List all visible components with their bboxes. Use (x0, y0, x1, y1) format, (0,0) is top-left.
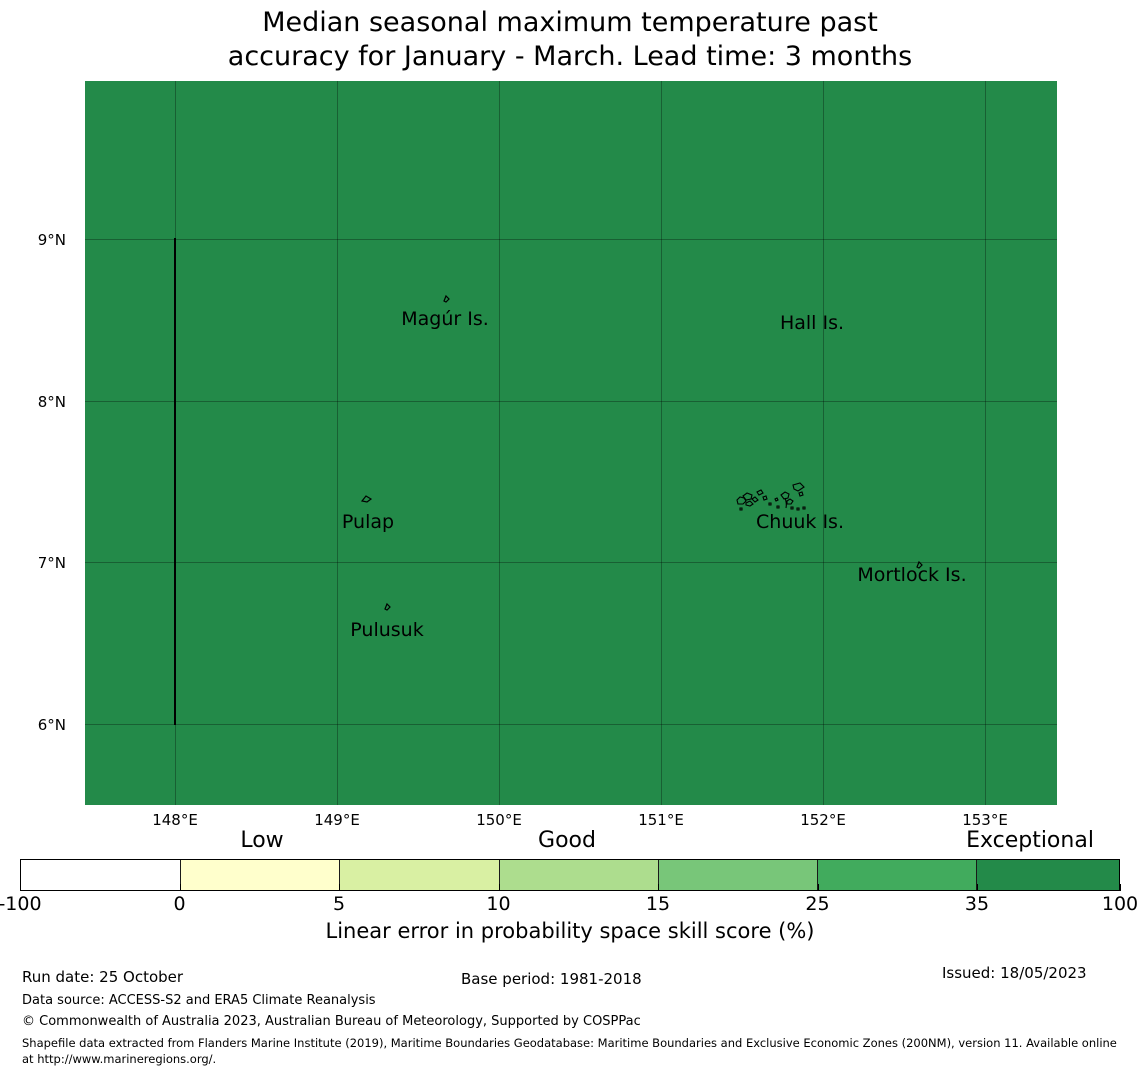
ytick-9n: 9°N (37, 231, 66, 249)
colorbar-tickmark (179, 884, 181, 891)
footer-run-date: Run date: 25 October (22, 968, 184, 986)
colorbar-tick-5: 5 (332, 893, 346, 915)
gridline-horizontal (85, 562, 1057, 563)
pulap-island-shape (360, 495, 373, 503)
island-label-magur: Magúr Is. (401, 308, 489, 330)
colorbar-tick-15: 15 (645, 893, 671, 915)
island-label-mortlock: Mortlock Is. (857, 564, 967, 586)
colorbar-tick-row: -100 0 5 10 15 25 35 100 (0, 884, 1140, 917)
colorbar-tickmark (817, 884, 819, 891)
colorbar-category-low: Low (240, 828, 284, 853)
colorbar-tick-10: 10 (486, 893, 511, 915)
footer-copyright: © Commonwealth of Australia 2023, Austra… (22, 1014, 641, 1029)
colorbar-tick-35: 35 (964, 893, 990, 915)
gridline-horizontal (85, 401, 1057, 402)
colorbar-tickmark (977, 884, 978, 891)
colorbar-segment-2 (339, 860, 499, 890)
island-label-hall: Hall Is. (779, 312, 845, 334)
colorbar (20, 859, 1120, 891)
colorbar-segment-6 (976, 860, 1119, 890)
colorbar-tick-100: 100 (1101, 893, 1139, 915)
footer-data-source: Data source: ACCESS-S2 and ERA5 Climate … (22, 993, 376, 1008)
page-title: Median seasonal maximum temperature past… (227, 7, 913, 72)
colorbar-segment-1 (180, 860, 340, 890)
xtick-150e: 150°E (476, 811, 522, 829)
colorbar-segment-0 (21, 860, 181, 890)
gridline-horizontal (85, 239, 1057, 240)
mortlock-island-shape (916, 560, 923, 569)
footer-base-period: Base period: 1981-2018 (461, 970, 642, 988)
colorbar-tick-25: 25 (805, 893, 830, 915)
gridline-horizontal (85, 724, 1057, 725)
island-label-chuuk: Chuuk Is. (756, 511, 844, 533)
magur-island-shape (443, 294, 450, 303)
island-label-pulusuk: Pulusuk (350, 619, 424, 641)
eez-boundary-line (174, 238, 176, 725)
xtick-149e: 149°E (314, 811, 360, 829)
colorbar-tickmark (1120, 884, 1121, 891)
island-label-pulap: Pulap (341, 511, 395, 533)
gridline-vertical (985, 81, 986, 805)
ytick-8n: 8°N (37, 393, 66, 411)
ytick-7n: 7°N (37, 554, 66, 572)
map-plot-area: Magúr Is. Hall Is. Pulap Chuuk Is. Mortl… (85, 81, 1057, 805)
colorbar-category-exceptional: Exceptional (966, 828, 1094, 853)
pulusuk-island-shape (384, 602, 391, 611)
chuuk-island-shapes (736, 482, 806, 511)
colorbar-tickmark (498, 884, 500, 891)
footer-issued: Issued: 18/05/2023 (942, 964, 1087, 982)
colorbar-axis-label: Linear error in probability space skill … (325, 919, 815, 943)
colorbar-tickmark (658, 884, 659, 891)
xtick-151e: 151°E (638, 811, 684, 829)
ytick-6n: 6°N (37, 716, 66, 734)
xtick-148e: 148°E (152, 811, 198, 829)
colorbar-tickmark (339, 884, 340, 891)
gridline-vertical (499, 81, 500, 805)
colorbar-category-row: Low Good Exceptional (0, 828, 1140, 854)
colorbar-tick-neg100: -100 (0, 893, 42, 915)
xtick-153e: 153°E (962, 811, 1008, 829)
xtick-152e: 152°E (800, 811, 846, 829)
gridline-vertical (337, 81, 338, 805)
colorbar-segment-5 (817, 860, 977, 890)
colorbar-segment-4 (657, 860, 818, 890)
colorbar-category-good: Good (538, 828, 596, 853)
colorbar-tick-0: 0 (173, 893, 186, 915)
colorbar-segment-3 (498, 860, 658, 890)
colorbar-tickmark (20, 884, 21, 891)
gridline-vertical (661, 81, 662, 805)
footer-shapefile-note: Shapefile data extracted from Flanders M… (22, 1036, 1117, 1066)
gridline-vertical (823, 81, 824, 805)
